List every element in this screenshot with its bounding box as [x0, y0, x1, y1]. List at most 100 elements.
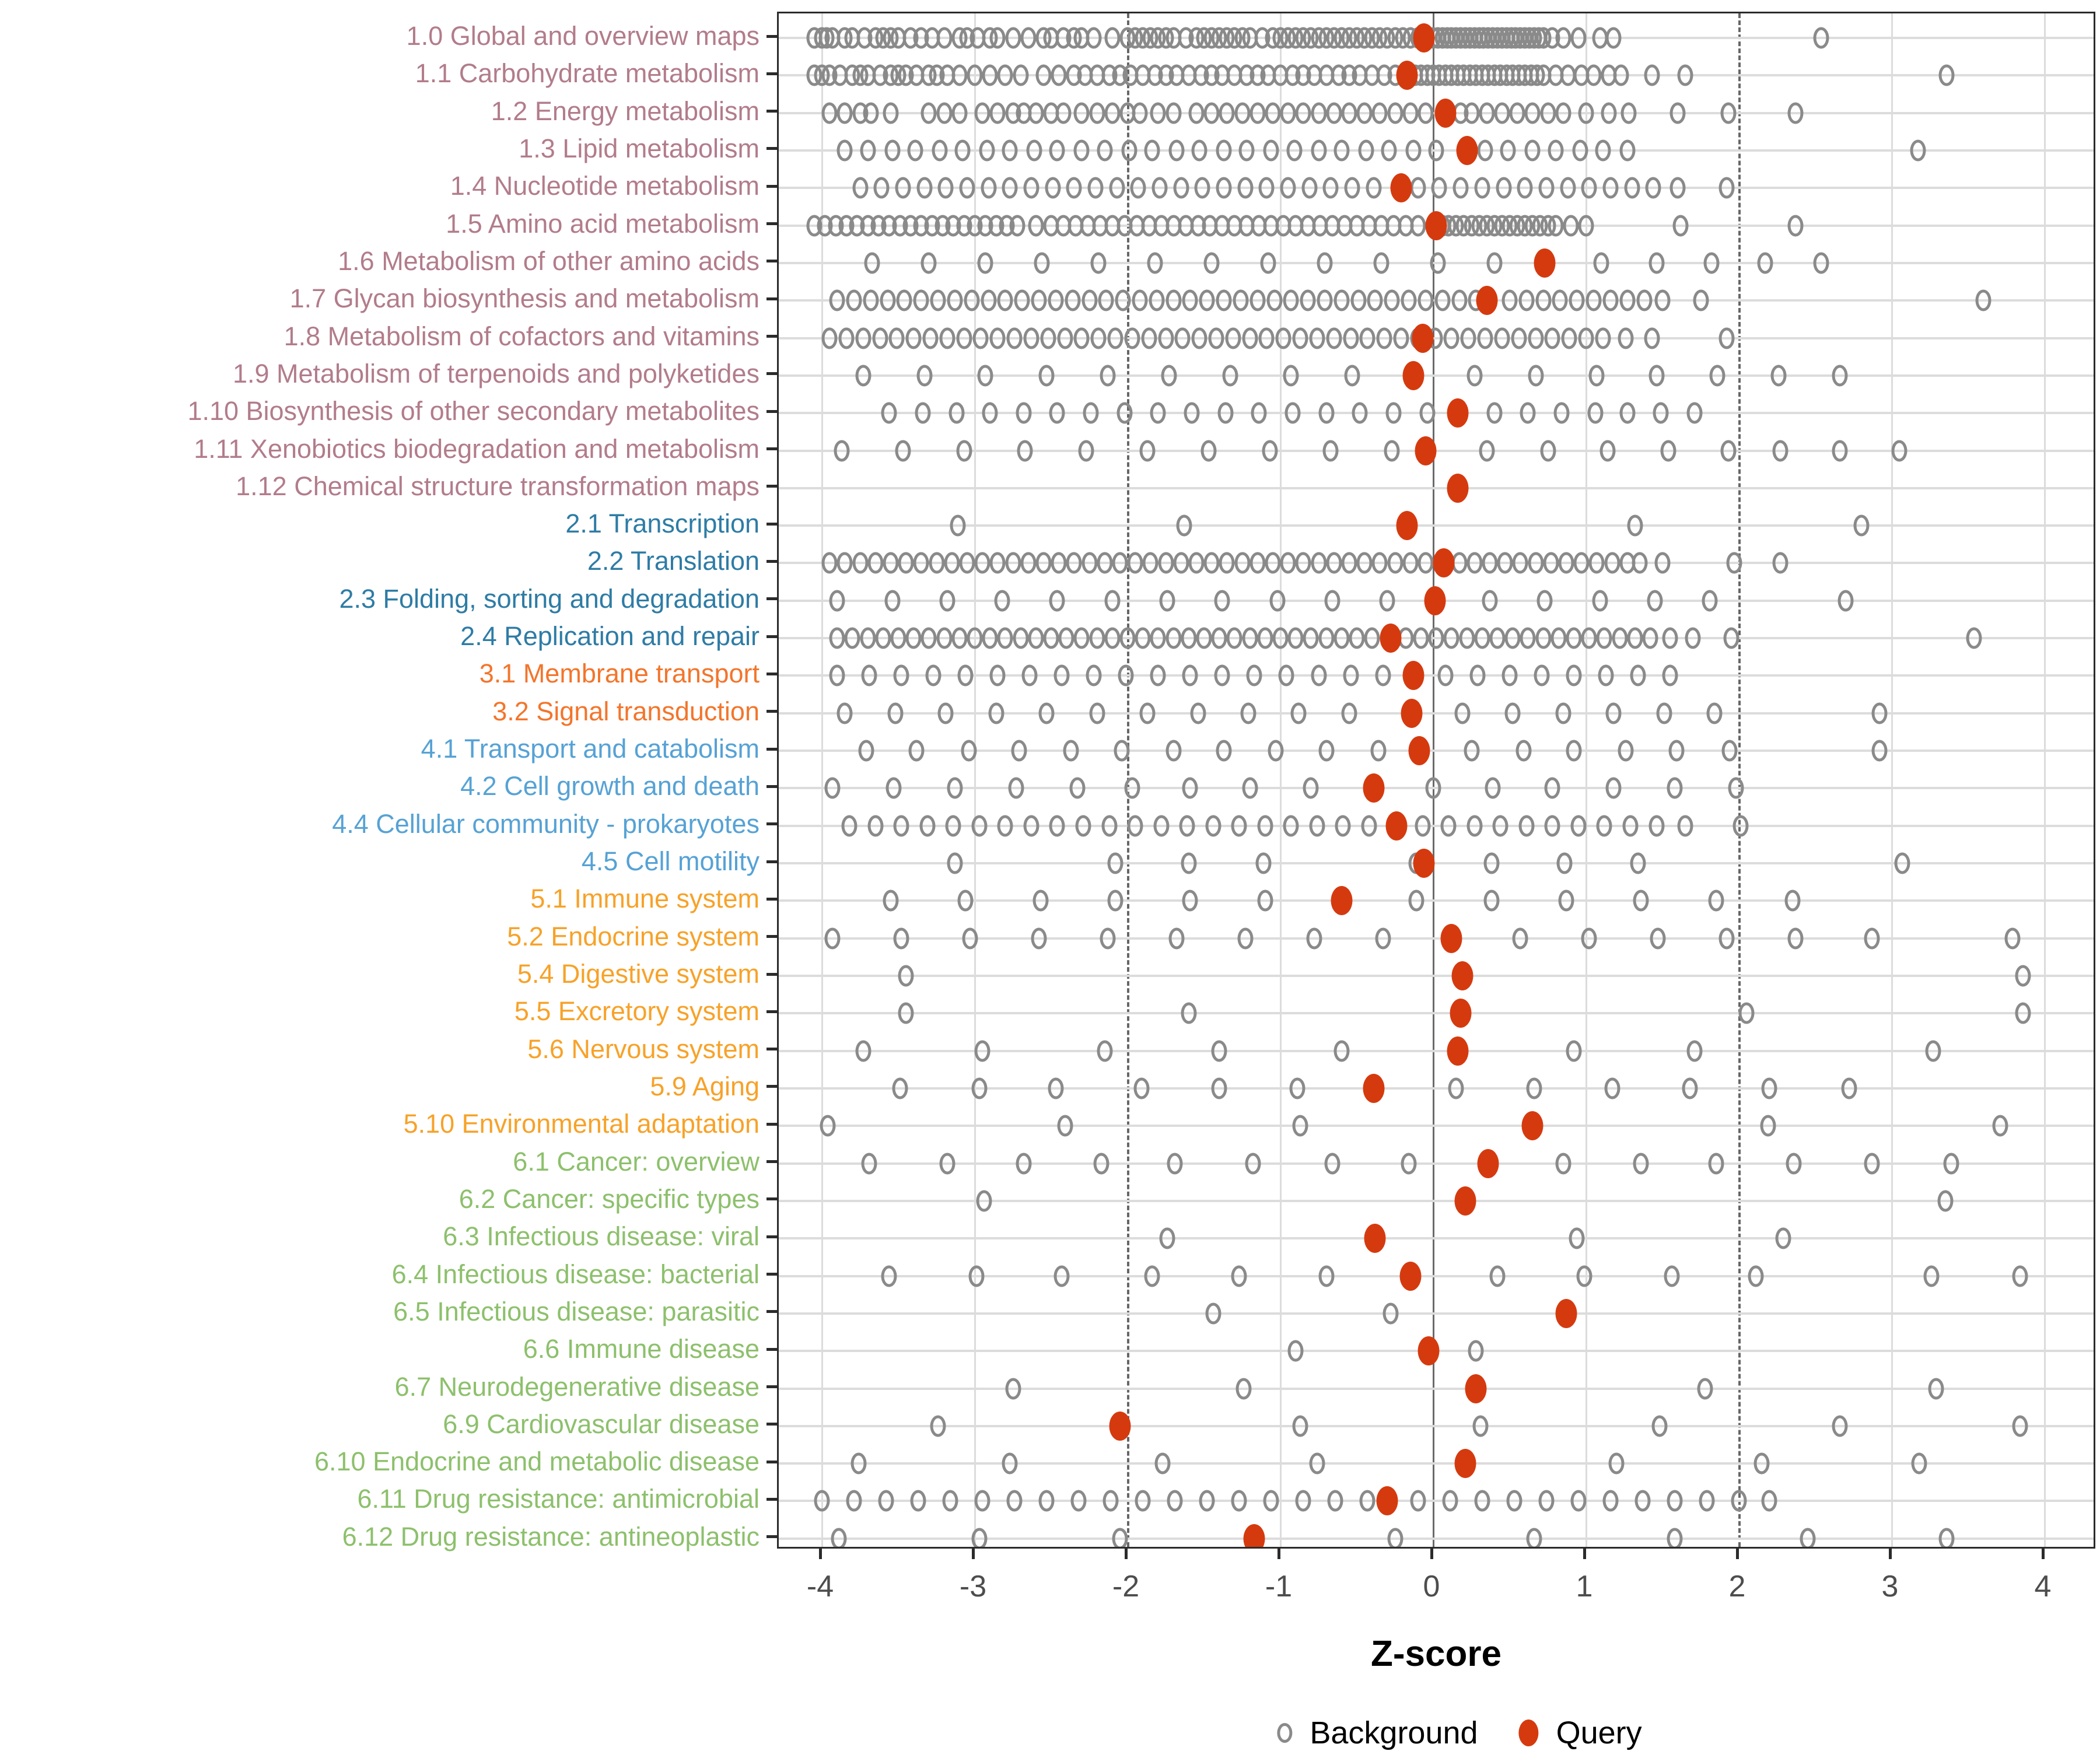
- background-dot: [1723, 627, 1740, 649]
- query-dot: [1450, 999, 1472, 1028]
- background-dot: [1289, 1077, 1306, 1099]
- background-dot: [1387, 102, 1403, 124]
- y-axis-label: 1.5 Amino acid metabolism: [446, 208, 760, 239]
- background-dot: [1028, 627, 1044, 649]
- background-dot: [981, 289, 997, 311]
- background-dot: [1482, 590, 1498, 612]
- background-dot: [1237, 927, 1254, 950]
- background-dot: [1518, 289, 1535, 311]
- legend: Background Query: [1277, 1715, 1642, 1751]
- y-axis-label: 1.9 Metabolism of terpenoids and polyket…: [232, 358, 760, 388]
- background-dot: [1938, 1528, 1955, 1547]
- background-dot: [1152, 177, 1168, 199]
- background-dot: [1300, 289, 1316, 311]
- background-dot: [989, 102, 1006, 124]
- background-dot: [1544, 777, 1560, 799]
- background-dot: [1182, 777, 1198, 799]
- background-dot: [1181, 852, 1197, 874]
- y-axis-tick: [766, 635, 777, 638]
- vertical-gridline: [1585, 13, 1587, 1547]
- background-dot: [1322, 440, 1339, 462]
- y-axis-label: 6.6 Immune disease: [523, 1334, 760, 1364]
- background-dot: [1231, 1490, 1247, 1512]
- background-dot: [1485, 777, 1501, 799]
- background-dot: [1570, 27, 1587, 49]
- background-dot: [1373, 252, 1390, 274]
- row-gridline: [779, 524, 2094, 527]
- y-axis-tick: [766, 222, 777, 226]
- background-dot: [947, 289, 963, 311]
- background-dot: [1371, 552, 1388, 574]
- background-dot: [1286, 139, 1303, 162]
- background-dot: [1070, 1490, 1087, 1512]
- background-dot: [1054, 1265, 1070, 1287]
- background-dot: [2015, 965, 2031, 987]
- background-dot: [1199, 289, 1215, 311]
- y-axis-tick: [766, 522, 777, 526]
- background-dot: [1600, 440, 1616, 462]
- background-dot: [1295, 102, 1311, 124]
- background-dot: [838, 327, 855, 349]
- background-dot: [1250, 102, 1266, 124]
- background-dot: [1290, 702, 1307, 724]
- background-dot: [1775, 1227, 1791, 1249]
- background-dot: [1118, 664, 1134, 687]
- background-dot: [1620, 102, 1637, 124]
- query-dot: [1555, 1298, 1577, 1328]
- background-dot: [1393, 327, 1409, 349]
- y-axis-tick: [766, 559, 777, 563]
- y-axis-tick: [766, 860, 777, 863]
- background-dot: [1923, 1265, 1940, 1287]
- y-axis-tick: [766, 409, 777, 413]
- background-dot: [1787, 215, 1804, 237]
- background-dot: [1203, 552, 1220, 574]
- background-dot: [1132, 289, 1148, 311]
- background-dot: [936, 27, 953, 49]
- background-dot: [1560, 177, 1576, 199]
- background-dot: [1581, 627, 1597, 649]
- background-dot: [1479, 440, 1495, 462]
- background-dot: [1116, 402, 1133, 424]
- background-dot: [1191, 139, 1208, 162]
- background-dot: [1483, 889, 1500, 912]
- background-dot: [1670, 177, 1686, 199]
- background-dot: [1168, 139, 1185, 162]
- vertical-gridline: [821, 13, 823, 1547]
- background-dot: [1634, 1490, 1651, 1512]
- background-dot: [1518, 815, 1535, 837]
- background-dot: [1434, 289, 1451, 311]
- background-dot: [1179, 815, 1195, 837]
- background-dot: [1236, 1378, 1252, 1400]
- background-dot: [939, 590, 956, 612]
- background-dot: [1049, 139, 1065, 162]
- background-dot: [957, 664, 974, 687]
- background-dot: [1402, 552, 1419, 574]
- background-dot: [824, 927, 841, 950]
- background-dot: [1011, 740, 1027, 762]
- background-dot: [1569, 289, 1585, 311]
- background-dot: [967, 627, 983, 649]
- background-dot: [1832, 440, 1848, 462]
- background-dot: [1647, 590, 1663, 612]
- background-dot: [1402, 102, 1419, 124]
- query-dot: [1534, 248, 1556, 278]
- background-dot: [1231, 815, 1247, 837]
- background-dot: [841, 815, 858, 837]
- background-dot: [1622, 815, 1639, 837]
- background-dot: [1384, 289, 1400, 311]
- background-dot: [1566, 740, 1582, 762]
- row-gridline: [779, 937, 2094, 940]
- background-dot: [1838, 590, 1854, 612]
- query-dot: [1454, 1449, 1476, 1479]
- background-dot: [1504, 702, 1521, 724]
- background-dot: [930, 289, 946, 311]
- query-dot: [1447, 1036, 1469, 1066]
- background-dot: [831, 1528, 847, 1547]
- background-dot: [1911, 1452, 1927, 1475]
- background-dot: [1101, 815, 1118, 837]
- y-axis-label: 5.6 Nervous system: [527, 1034, 760, 1064]
- background-dot: [1517, 177, 1533, 199]
- query-dot: [1477, 1148, 1499, 1178]
- row-gridline: [779, 1424, 2094, 1427]
- background-dot: [846, 289, 862, 311]
